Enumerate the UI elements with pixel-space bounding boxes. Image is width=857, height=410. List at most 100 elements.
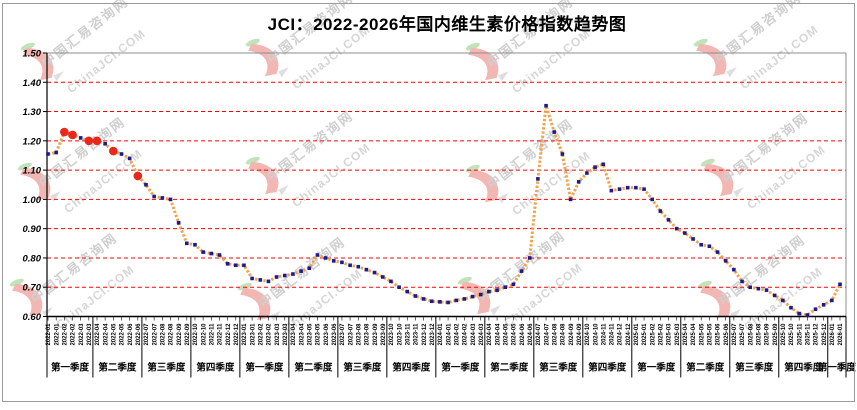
x-tick-label: 2025-10 bbox=[781, 323, 787, 346]
x-tick-label: 2025-07 bbox=[732, 323, 738, 346]
data-point bbox=[454, 298, 459, 303]
x-tick-label: 2023-01 bbox=[242, 323, 248, 346]
quarter-label: 第二季度 bbox=[294, 362, 333, 374]
quarter-label: 第四季度 bbox=[588, 362, 627, 374]
x-tick-label: 2025-06 bbox=[724, 323, 730, 346]
x-tick-label: 2024-02 bbox=[454, 323, 460, 346]
quarter-label: 第四季度 bbox=[196, 362, 235, 374]
data-point bbox=[838, 282, 842, 287]
x-tick-label: 2023-09 bbox=[373, 323, 379, 346]
x-tick-label: 2024-03 bbox=[471, 323, 477, 346]
data-point bbox=[634, 185, 638, 190]
x-tick-label: 2023-02 bbox=[267, 323, 273, 346]
x-tick-label: 2022-10 bbox=[193, 323, 199, 346]
data-point bbox=[813, 307, 818, 311]
x-tick-label: 2025-11 bbox=[797, 323, 803, 345]
highlight-point bbox=[109, 146, 118, 156]
data-point bbox=[519, 269, 524, 273]
highlight-point bbox=[133, 171, 143, 181]
x-tick-label: 2022-04 bbox=[95, 323, 101, 346]
data-point bbox=[536, 177, 540, 181]
x-tick-label: 2024-04 bbox=[487, 323, 493, 346]
data-point bbox=[429, 299, 434, 304]
x-tick-label: 2025-03 bbox=[675, 323, 681, 346]
data-point bbox=[250, 276, 254, 281]
x-tick-label: 2022-09 bbox=[177, 323, 183, 346]
quarter-label: 第三季度 bbox=[343, 362, 382, 374]
x-tick-label: 2024-10 bbox=[593, 323, 599, 346]
x-tick-label: 2024-01 bbox=[446, 323, 452, 346]
x-tick-label: 2025-01 bbox=[642, 323, 648, 346]
data-point bbox=[683, 231, 687, 235]
data-point bbox=[642, 187, 646, 191]
x-tick-label: 2023-05 bbox=[307, 323, 313, 346]
x-tick-label: 2023-01 bbox=[250, 323, 256, 346]
x-tick-label: 2024-12 bbox=[626, 323, 632, 346]
data-point bbox=[291, 272, 295, 276]
data-point bbox=[470, 294, 475, 299]
x-tick-label: 2022-03 bbox=[87, 323, 93, 346]
data-point bbox=[176, 221, 181, 225]
data-point bbox=[715, 250, 720, 254]
data-point bbox=[217, 253, 222, 257]
x-tick-label: 2024-06 bbox=[528, 323, 534, 346]
quarter-label: 第四季度 bbox=[784, 362, 823, 374]
data-point bbox=[209, 251, 214, 256]
data-point bbox=[413, 294, 418, 298]
data-point bbox=[266, 279, 271, 284]
data-point bbox=[438, 300, 442, 304]
data-point bbox=[462, 297, 467, 301]
data-point bbox=[233, 263, 238, 268]
x-tick-label: 2024-08 bbox=[561, 323, 567, 346]
quarter-label: 第三季度 bbox=[147, 362, 186, 374]
data-point bbox=[821, 302, 826, 307]
data-point bbox=[144, 182, 148, 187]
x-tick-label: 2022-06 bbox=[136, 323, 142, 346]
x-tick-label: 2022-01 bbox=[46, 323, 52, 346]
y-tick-label: 0.60 bbox=[23, 312, 42, 323]
x-tick-label: 2023-11 bbox=[405, 323, 411, 345]
data-point bbox=[380, 275, 385, 279]
x-tick-label: 2024-02 bbox=[463, 323, 469, 346]
quarter-label: 第一季度 bbox=[245, 362, 284, 374]
x-tick-label: 2025-11 bbox=[806, 323, 812, 345]
quarter-label: 第二季度 bbox=[98, 362, 137, 374]
x-tick-label: 2022-08 bbox=[161, 323, 167, 346]
y-tick-label: 0.70 bbox=[23, 283, 42, 294]
data-point bbox=[723, 259, 728, 263]
data-point bbox=[756, 286, 761, 291]
x-tick-label: 2024-05 bbox=[503, 323, 509, 346]
y-tick-label: 1.00 bbox=[23, 195, 42, 206]
data-point bbox=[609, 188, 614, 193]
x-tick-label: 2023-08 bbox=[365, 323, 371, 346]
data-point bbox=[356, 264, 361, 269]
x-tick-label: 2025-03 bbox=[667, 323, 673, 346]
x-tick-label: 2025-04 bbox=[691, 323, 697, 346]
data-point bbox=[397, 285, 401, 290]
index-line bbox=[47, 104, 842, 317]
data-point bbox=[805, 313, 810, 317]
x-tick-label: 2023-10 bbox=[397, 323, 403, 346]
quarter-label: 第一季度 bbox=[637, 362, 676, 374]
x-tick-label: 2023-07 bbox=[340, 323, 346, 346]
x-tick-label: 2022-06 bbox=[128, 323, 134, 346]
x-tick-label: 2024-09 bbox=[569, 323, 575, 346]
data-point bbox=[242, 263, 246, 268]
x-tick-label: 2023-12 bbox=[422, 323, 428, 346]
data-point bbox=[601, 162, 606, 167]
x-tick-label: 2025-09 bbox=[773, 323, 779, 346]
data-point bbox=[495, 288, 499, 292]
data-point bbox=[789, 305, 793, 310]
data-point bbox=[201, 250, 205, 254]
x-tick-label: 2022-01 bbox=[54, 323, 60, 346]
x-tick-label: 2024-06 bbox=[520, 323, 526, 346]
x-tick-label: 2026-01 bbox=[830, 323, 836, 346]
data-point bbox=[299, 269, 303, 273]
x-tick-label: 2025-10 bbox=[789, 323, 795, 346]
data-point bbox=[593, 165, 597, 169]
x-tick-label: 2025-01 bbox=[634, 323, 640, 346]
data-point bbox=[421, 297, 426, 301]
data-point bbox=[78, 136, 83, 140]
data-point bbox=[585, 171, 589, 175]
